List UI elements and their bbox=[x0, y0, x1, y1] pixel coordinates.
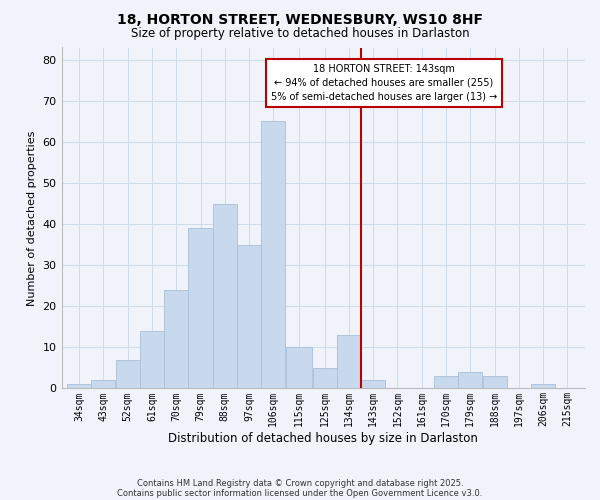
Bar bbox=[164, 290, 188, 388]
X-axis label: Distribution of detached houses by size in Darlaston: Distribution of detached houses by size … bbox=[169, 432, 478, 445]
Bar bbox=[213, 204, 237, 388]
Bar bbox=[434, 376, 458, 388]
Text: Contains HM Land Registry data © Crown copyright and database right 2025.: Contains HM Land Registry data © Crown c… bbox=[137, 478, 463, 488]
Y-axis label: Number of detached properties: Number of detached properties bbox=[27, 130, 37, 306]
Bar bbox=[482, 376, 506, 388]
Bar bbox=[188, 228, 212, 388]
Bar bbox=[262, 122, 286, 388]
Bar bbox=[458, 372, 482, 388]
Bar bbox=[67, 384, 91, 388]
Text: Size of property relative to detached houses in Darlaston: Size of property relative to detached ho… bbox=[131, 28, 469, 40]
Text: Contains public sector information licensed under the Open Government Licence v3: Contains public sector information licen… bbox=[118, 488, 482, 498]
Bar bbox=[237, 244, 261, 388]
Bar bbox=[313, 368, 337, 388]
Bar bbox=[337, 335, 361, 388]
Bar bbox=[531, 384, 555, 388]
Bar bbox=[91, 380, 115, 388]
Text: 18 HORTON STREET: 143sqm
← 94% of detached houses are smaller (255)
5% of semi-d: 18 HORTON STREET: 143sqm ← 94% of detach… bbox=[271, 64, 497, 102]
Bar bbox=[140, 331, 164, 388]
Bar bbox=[286, 348, 313, 389]
Bar bbox=[116, 360, 140, 388]
Bar bbox=[361, 380, 385, 388]
Text: 18, HORTON STREET, WEDNESBURY, WS10 8HF: 18, HORTON STREET, WEDNESBURY, WS10 8HF bbox=[117, 12, 483, 26]
